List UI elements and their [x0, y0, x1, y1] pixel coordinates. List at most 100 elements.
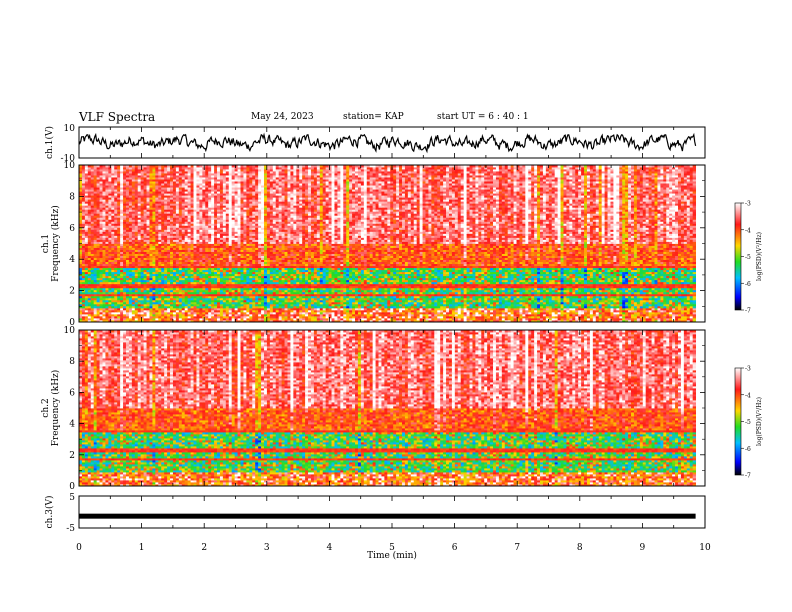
spectrogram-cell — [610, 305, 614, 309]
spectrogram-cell — [636, 311, 641, 315]
spectrogram-cell — [334, 299, 338, 303]
spectrogram-cell — [120, 311, 124, 315]
spectrogram-cell — [616, 303, 620, 307]
spectrogram-cell — [214, 305, 218, 309]
spectrogram-cell — [190, 319, 194, 323]
spectrogram-cell — [96, 293, 100, 297]
spectrogram-cell — [677, 301, 682, 305]
spectrogram-cell — [390, 295, 394, 299]
spectrogram-cell — [495, 311, 500, 315]
spectrogram-cell — [631, 317, 635, 321]
spectrogram-cell — [310, 317, 315, 321]
spectrogram-cell — [560, 313, 564, 317]
spectrogram-cell — [572, 305, 576, 309]
spectrogram-cell — [322, 313, 327, 317]
spectrogram-cell — [90, 305, 95, 309]
spectrogram-cell — [440, 311, 444, 315]
spectrogram-cell — [120, 303, 124, 307]
spectrogram-cell — [589, 311, 594, 315]
spectrogram-cell — [654, 297, 658, 301]
spectrogram-cell — [448, 317, 453, 321]
spectrogram-cell — [281, 303, 285, 307]
spectrogram-cell — [287, 297, 291, 301]
spectrogram-cell — [680, 309, 685, 313]
spectrogram-cell — [666, 307, 670, 311]
spectrogram-cell — [569, 297, 573, 301]
spectrogram-cell — [451, 305, 456, 309]
spectrogram-cell — [202, 313, 206, 317]
spectrogram-cell — [111, 293, 115, 297]
date-label: May 24, 2023 — [251, 112, 314, 122]
spectrogram-cell — [152, 305, 156, 309]
spectrogram-cell — [493, 303, 497, 307]
spectrogram-cell — [293, 313, 297, 317]
spectrogram-cell — [219, 311, 224, 315]
spectrogram-cell — [190, 301, 194, 305]
spectrogram-cell — [357, 301, 362, 305]
spectrogram-cell — [586, 315, 591, 319]
spectrogram-cell — [616, 319, 620, 323]
spectrogram-cell — [316, 305, 321, 309]
spectrogram-cell — [316, 319, 321, 323]
spectrogram-cell — [475, 313, 479, 317]
spectrogram-cell — [534, 307, 538, 311]
spectrogram-cell — [416, 309, 421, 313]
spectrogram-cell — [319, 305, 324, 309]
spectrogram-cell — [137, 309, 142, 313]
spectrogram-cell — [686, 315, 691, 319]
spectrogram-cell — [404, 315, 409, 319]
spectrogram-cell — [237, 317, 241, 321]
spectrogram-cell — [337, 299, 341, 303]
spectrogram-cell — [310, 311, 315, 315]
spectrogram-cell — [319, 319, 324, 323]
spectrogram-cell — [193, 301, 197, 305]
spectrogram-cell — [683, 317, 688, 321]
spectrogram-cell — [510, 297, 514, 301]
spectrogram-cell — [657, 305, 661, 309]
spectrogram-cell — [539, 297, 544, 301]
spectrogram-cell — [175, 295, 180, 299]
spectrogram-cell — [222, 299, 227, 303]
spectrogram-cell — [528, 305, 532, 309]
spectrogram-cell — [401, 309, 406, 313]
spectrogram-cell — [360, 309, 365, 313]
spectrogram-cell — [689, 303, 694, 307]
spectrogram-cell — [334, 309, 338, 313]
spectrogram-cell — [214, 319, 218, 323]
spectrogram-cell — [181, 309, 186, 313]
spectrogram-cell — [155, 319, 159, 323]
spectrogram-cell — [255, 299, 259, 303]
spectrogram-cell — [352, 311, 356, 315]
spectrogram-cell — [249, 295, 253, 299]
spectrogram-cell — [666, 299, 670, 303]
spectrogram-cell — [308, 309, 312, 313]
spectrogram-cell — [413, 303, 418, 307]
spectrogram-cell — [472, 295, 476, 299]
spectrogram-cell — [217, 317, 221, 321]
spectrogram-cell — [404, 305, 409, 309]
spectrogram-cell — [501, 313, 506, 317]
spectrogram-cell — [425, 311, 429, 315]
spectrogram-cell — [507, 303, 512, 307]
spectrogram-cell — [604, 319, 608, 323]
spectrogram-cell — [293, 301, 297, 305]
spectrogram-cell — [522, 313, 526, 317]
spectrogram-cell — [340, 301, 344, 305]
spectrogram-cell — [528, 317, 532, 321]
spectrogram-cell — [340, 319, 344, 323]
spectrogram-cell — [284, 305, 288, 309]
spectrogram-cell — [616, 301, 620, 305]
spectrogram-cell — [616, 295, 620, 299]
spectrogram-cell — [401, 293, 406, 297]
spectrogram-cell — [164, 313, 168, 317]
spectrogram-cell — [469, 295, 473, 299]
spectrogram-cell — [610, 297, 614, 301]
spectrogram-cell — [393, 307, 397, 311]
spectrogram-cell — [363, 303, 368, 307]
spectrogram-cell — [440, 295, 444, 299]
spectrogram-cell — [90, 297, 95, 301]
spectrogram-cell — [604, 315, 608, 319]
spectrogram-cell — [131, 293, 136, 297]
spectrogram-cell — [272, 297, 277, 301]
spectrogram-cell — [199, 311, 203, 315]
